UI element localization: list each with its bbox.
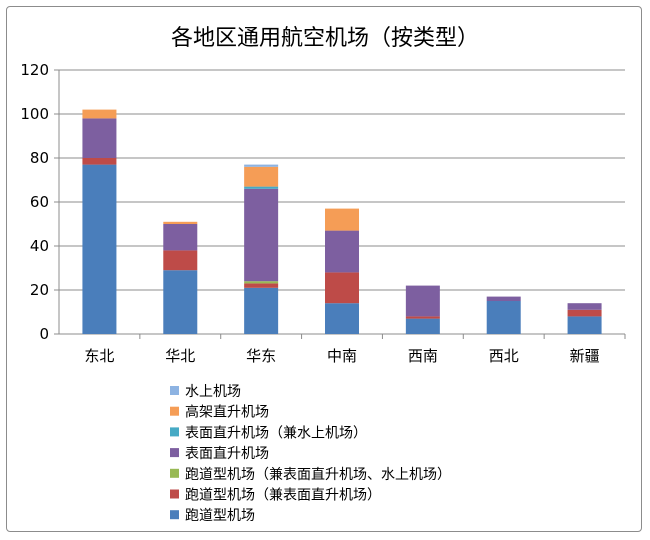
x-tick-label: 东北 xyxy=(84,347,114,365)
chart-title: 各地区通用航空机场（按类型） xyxy=(171,26,479,51)
legend-label: 跑道型机场 xyxy=(185,508,255,524)
bar-segment xyxy=(325,208,359,231)
y-tick-label: 60 xyxy=(30,193,49,211)
bar-segment xyxy=(163,221,198,224)
bar-segment xyxy=(567,309,602,317)
legend-label: 跑道型机场（兼表面直升机场） xyxy=(185,487,381,504)
x-tick-label: 西南 xyxy=(408,347,438,365)
bar-segment xyxy=(567,316,602,334)
bar-segment xyxy=(163,224,198,251)
legend-swatch xyxy=(170,489,179,499)
bar-segment xyxy=(244,186,279,189)
bar-segment xyxy=(244,166,279,187)
x-tick-label: 中南 xyxy=(327,347,357,365)
bar-segment xyxy=(325,303,359,334)
bar-segment xyxy=(244,188,279,282)
y-tick-label: 80 xyxy=(30,149,49,167)
x-tick-label: 新疆 xyxy=(570,347,600,365)
y-tick-label: 40 xyxy=(30,237,49,255)
bar-segment xyxy=(82,109,117,119)
bar-segment xyxy=(244,287,279,334)
legend-label: 表面直升机场 xyxy=(185,445,269,462)
bar-segment xyxy=(486,296,521,301)
legend-swatch xyxy=(170,468,179,478)
y-tick-label: 0 xyxy=(39,325,49,343)
legend-swatch xyxy=(170,386,179,395)
bar-segment xyxy=(325,230,359,273)
x-tick-label: 西北 xyxy=(489,347,519,365)
legend-swatch xyxy=(170,510,179,520)
bar-layer xyxy=(82,109,602,334)
bar-segment xyxy=(325,272,359,304)
chart-frame: 各地区通用航空机场（按类型） 0 20 40 60 80 100 120 东北 华北 华东 中南 西南… xyxy=(6,6,642,532)
bar-segment xyxy=(405,316,440,319)
bar-segment xyxy=(163,270,198,334)
bar-segment xyxy=(567,303,602,310)
chart-svg: 各地区通用航空机场（按类型） 0 20 40 60 80 100 120 东北 华北 华东 中南 西南… xyxy=(20,26,626,524)
label-layer: 0 20 40 60 80 100 120 东北 华北 华东 中南 西南 西北 新疆 xyxy=(20,61,599,365)
bar-segment xyxy=(82,158,117,165)
bar-segment xyxy=(163,250,198,271)
y-tick-label: 20 xyxy=(30,281,49,299)
x-tick-label: 华东 xyxy=(246,347,276,365)
bar-segment xyxy=(244,283,279,288)
bar-segment xyxy=(405,318,440,334)
bar-segment xyxy=(82,164,117,334)
legend-swatch xyxy=(170,427,179,437)
legend-swatch xyxy=(170,406,179,416)
bar-segment xyxy=(82,118,117,158)
legend-label: 跑道型机场（兼表面直升机场、水上机场） xyxy=(185,466,451,483)
x-tick-label: 华北 xyxy=(165,347,195,365)
legend-label: 水上机场 xyxy=(185,384,241,400)
legend-label: 高架直升机场 xyxy=(185,404,269,421)
bar-segment xyxy=(405,285,440,317)
bar-segment xyxy=(244,164,279,167)
bar-segment xyxy=(486,301,521,334)
bar-segment xyxy=(244,281,279,284)
legend-swatch xyxy=(170,448,179,458)
legend-label: 表面直升机场（兼水上机场） xyxy=(185,424,367,441)
y-tick-label: 120 xyxy=(20,61,49,79)
y-tick-label: 100 xyxy=(20,105,49,123)
